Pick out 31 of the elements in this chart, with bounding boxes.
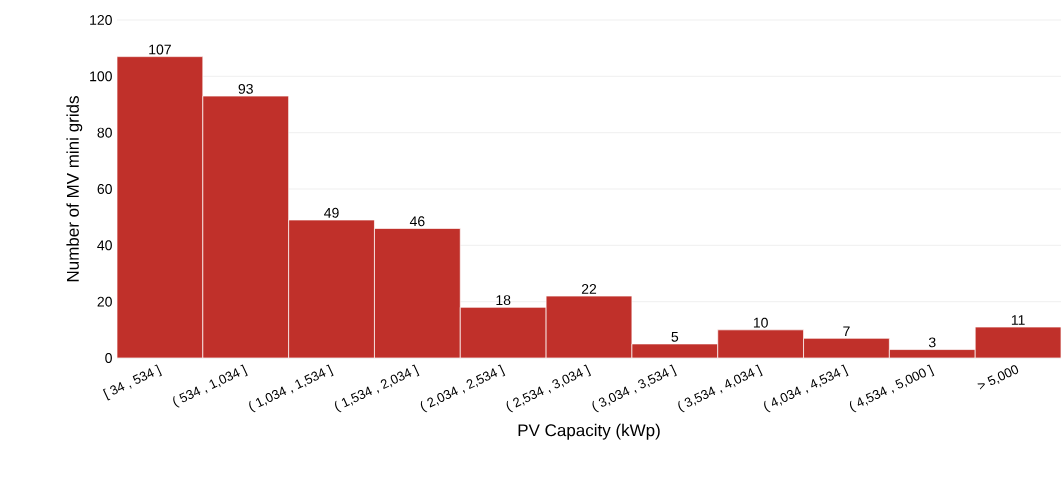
data-label: 10: [753, 317, 768, 328]
y-tick-label: 120: [90, 15, 112, 25]
y-tick-label: 40: [97, 240, 112, 251]
data-label: 22: [581, 284, 597, 294]
x-axis-title: PV Capacity (kWp): [518, 423, 660, 440]
data-label: 3: [928, 337, 936, 348]
data-label: 46: [409, 216, 425, 227]
y-tick-label: 60: [97, 184, 112, 194]
data-label: 49: [324, 207, 339, 218]
data-label: 107: [149, 44, 171, 55]
x-tick-label: ( 2,534 , 3,034 ]: [506, 364, 592, 413]
x-tick-label: ( 4,034 , 4,534 ]: [764, 364, 849, 413]
y-tick-label: 20: [97, 296, 112, 307]
data-label: 5: [671, 331, 679, 342]
x-tick-label: ( 1,034 , 1,534 ]: [249, 364, 334, 413]
x-tick-label: ( 1,534 , 2,034 ]: [335, 364, 420, 413]
x-tick-label: ( 2,034 , 2,534 ]: [420, 364, 506, 413]
y-tick-label: 80: [97, 127, 112, 138]
x-tick-label: ( 3,034 , 3,534 ]: [592, 364, 677, 413]
x-tick-label: ( 3,534 , 4,034 ]: [678, 364, 763, 413]
y-tick-label: 0: [105, 353, 112, 363]
data-label: 18: [496, 295, 511, 306]
x-tick-label: [ 34 , 534 ]: [102, 364, 162, 401]
x-tick-label: ( 534 , 1,034 ]: [173, 364, 248, 408]
data-label: 7: [843, 326, 850, 337]
x-tick-label: > 5,000: [977, 365, 1019, 390]
data-label: 93: [238, 83, 253, 94]
data-label: 11: [1011, 315, 1025, 325]
y-axis-title: Number of MV mini grids: [66, 96, 83, 282]
x-tick-label: ( 4,534 , 5,000 ]: [849, 364, 935, 413]
y-tick-label: 100: [90, 71, 112, 82]
